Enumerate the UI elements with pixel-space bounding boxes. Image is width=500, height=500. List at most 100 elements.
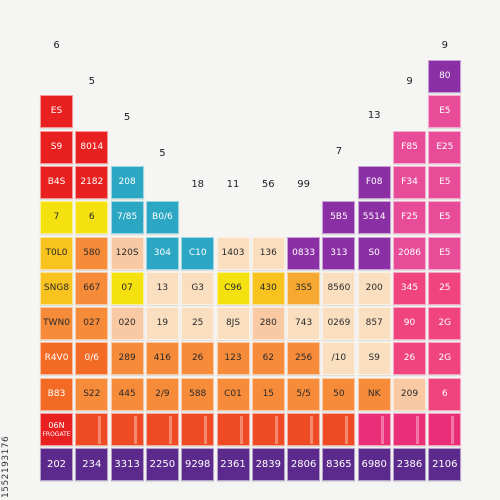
- cell-text: 2361: [220, 458, 246, 470]
- element-cell: 3S5: [287, 271, 321, 305]
- element-cell: 3313: [110, 448, 144, 482]
- cell-text: 7: [53, 212, 60, 223]
- cell-text: 256: [295, 353, 313, 364]
- cell-text: 6: [441, 388, 448, 399]
- element-cell: 2106: [428, 448, 462, 482]
- element-cell: [75, 413, 109, 446]
- element-cell: 289: [110, 342, 144, 376]
- cell-text: G3: [191, 282, 205, 293]
- element-cell: E25: [428, 130, 462, 164]
- cell-text: E5: [439, 212, 451, 223]
- cell-highlight: [416, 416, 419, 444]
- cell-text: E5: [439, 247, 451, 258]
- element-cell: E5: [428, 165, 462, 199]
- cell-text: 25: [439, 282, 451, 293]
- cell-highlight: [239, 416, 243, 444]
- element-cell: 209: [393, 377, 426, 411]
- element-cell: 5514: [357, 201, 391, 235]
- element-cell: E5: [428, 201, 462, 235]
- element-cell: 2G: [428, 342, 462, 376]
- cell-text: E5: [439, 176, 451, 187]
- cell-text: 580: [83, 247, 101, 258]
- element-cell: 313: [322, 236, 356, 270]
- column-label: 7: [335, 146, 343, 157]
- cell-text: B4S: [47, 176, 66, 187]
- element-cell: 208: [110, 165, 144, 199]
- element-cell: 2182: [75, 165, 109, 199]
- cell-highlight: [98, 416, 102, 444]
- cell-text: 7/85: [116, 212, 138, 223]
- cell-text: F34: [401, 176, 418, 187]
- element-cell: 25: [181, 307, 215, 341]
- cell-text: /10: [331, 353, 347, 364]
- cell-text: C01: [224, 388, 242, 399]
- column-label: 9: [441, 40, 448, 51]
- element-cell: [181, 413, 215, 446]
- element-cell: 027: [75, 307, 109, 341]
- cell-text: R4V0: [44, 353, 69, 364]
- element-cell: [357, 413, 391, 446]
- cell-text: B0/6: [152, 212, 173, 223]
- element-cell: /10: [322, 342, 356, 376]
- element-cell: 19: [145, 307, 179, 341]
- cell-text: 2G: [438, 318, 452, 329]
- element-cell: 430: [251, 271, 285, 305]
- cell-text: SNG8: [43, 282, 70, 293]
- cell-text: 445: [118, 388, 136, 399]
- cell-highlight: [168, 416, 172, 444]
- cell-text: 289: [118, 353, 136, 364]
- cell-text: C10: [188, 247, 207, 258]
- cell-text: 3313: [114, 458, 140, 470]
- element-cell: 416: [145, 342, 179, 376]
- element-cell: 202: [40, 448, 73, 482]
- cell-text: 202: [46, 458, 67, 470]
- element-cell: 6980: [357, 448, 391, 482]
- element-cell: 26: [181, 342, 215, 376]
- element-cell: B4S: [40, 165, 73, 199]
- element-cell: F34: [393, 165, 426, 199]
- cell-text: 15: [262, 388, 275, 399]
- element-cell: 80: [428, 60, 462, 93]
- cell-text: 19: [156, 318, 169, 329]
- cell-text: 2G: [438, 353, 452, 364]
- cell-text: S9: [368, 353, 380, 364]
- element-cell: [393, 413, 426, 446]
- cell-text: S0: [368, 247, 380, 258]
- cell-text: 123: [224, 353, 242, 364]
- element-cell: 588: [181, 377, 215, 411]
- cell-text: 0/6: [84, 353, 100, 364]
- element-cell: C96: [216, 271, 250, 305]
- cell-text: 2386: [396, 458, 423, 470]
- cell-text: 62: [262, 353, 275, 364]
- element-cell: 9298: [181, 448, 215, 482]
- column-label: 5: [123, 112, 131, 123]
- element-cell: 234: [75, 448, 109, 482]
- cell-text: 027: [83, 318, 101, 329]
- element-cell: B0/6: [145, 201, 179, 235]
- cell-text: 136: [259, 247, 277, 258]
- cell-text: 743: [295, 318, 313, 329]
- cell-text: F08: [365, 176, 383, 187]
- cell-text: 208: [118, 176, 136, 187]
- element-cell: 0833: [287, 236, 321, 270]
- element-cell: 07: [110, 271, 144, 305]
- cell-highlight: [310, 416, 314, 444]
- element-cell: 6: [428, 377, 462, 411]
- cell-text: 3S5: [295, 282, 313, 293]
- cell-text: 2839: [255, 458, 282, 470]
- cell-text: 13: [156, 282, 169, 293]
- element-cell: 15: [251, 377, 285, 411]
- cell-text: 26: [403, 353, 416, 364]
- cell-text: 2806: [290, 458, 317, 470]
- cell-text: C96: [224, 282, 242, 293]
- cell-highlight: [274, 416, 278, 444]
- element-cell: 62: [251, 342, 285, 376]
- element-cell: [251, 413, 285, 446]
- element-cell: 26: [393, 342, 426, 376]
- element-cell: 2361: [216, 448, 250, 482]
- element-cell: 5/5: [287, 377, 321, 411]
- cell-text: 200: [365, 282, 383, 293]
- cell-text: 209: [400, 388, 419, 399]
- cell-text: 1403: [221, 247, 245, 258]
